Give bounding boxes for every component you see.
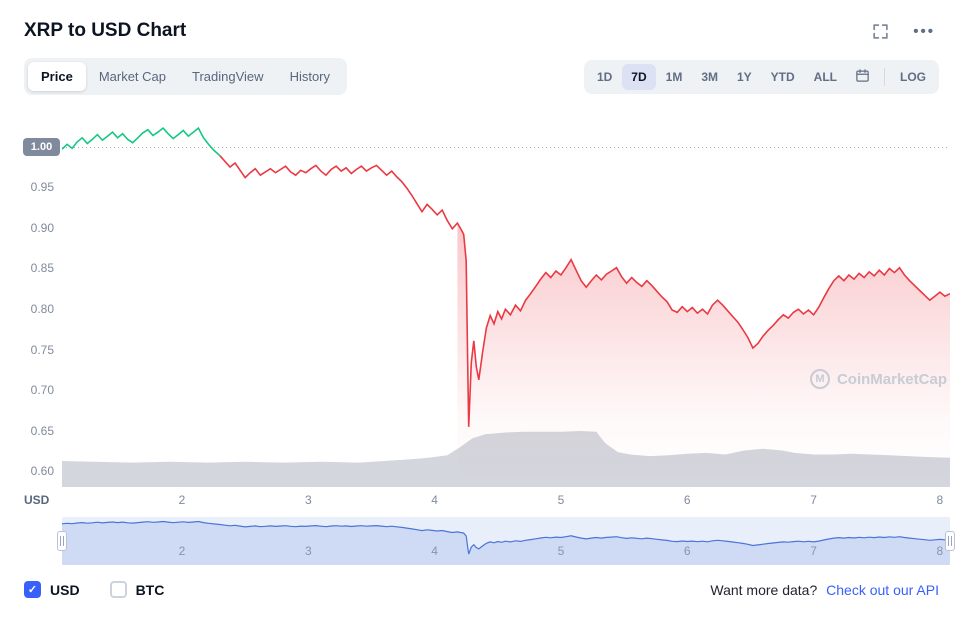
navigator-handle-right[interactable] bbox=[945, 531, 955, 551]
watermark: M CoinMarketCap bbox=[809, 369, 947, 389]
price-line-down bbox=[219, 155, 950, 427]
range-1y[interactable]: 1Y bbox=[736, 69, 752, 84]
more-menu-icon[interactable]: ••• bbox=[913, 22, 935, 40]
calendar-icon[interactable] bbox=[847, 64, 878, 90]
tab-market-cap[interactable]: Market Cap bbox=[98, 69, 167, 84]
navigator-x-label: 4 bbox=[431, 544, 438, 558]
tab-tradingview[interactable]: TradingView bbox=[192, 69, 264, 84]
y-axis-label: 0.80 bbox=[30, 301, 54, 316]
y-axis-label: 0.75 bbox=[30, 342, 54, 357]
tab-price[interactable]: Price bbox=[28, 62, 86, 91]
navigator-x-label: 2 bbox=[178, 544, 186, 558]
api-prompt-text: Want more data? bbox=[710, 581, 818, 598]
range-selector: 1D 7D 1M 3M 1Y YTD ALL LOG bbox=[583, 59, 939, 94]
navigator[interactable]: 2 3 4 5 6 7 8 bbox=[57, 517, 955, 565]
api-link[interactable]: Check out our API bbox=[826, 581, 939, 598]
price-chart-area: USD M CoinMarketCap 1.00 0.95 0.90 0.85 0.80… bbox=[0, 111, 963, 511]
y-axis-label: 0.60 bbox=[30, 464, 54, 479]
header: XRP to USD Chart ••• bbox=[0, 0, 963, 42]
navigator-x-label: 8 bbox=[936, 544, 944, 558]
chart-type-tabs: Price Market Cap TradingView History bbox=[24, 58, 348, 95]
range-7d[interactable]: 7D bbox=[622, 63, 656, 90]
x-axis-label: 8 bbox=[936, 493, 944, 507]
range-all[interactable]: ALL bbox=[813, 69, 837, 84]
tab-history[interactable]: History bbox=[289, 69, 331, 84]
log-scale-button[interactable]: LOG bbox=[900, 69, 926, 84]
x-axis-label: 2 bbox=[178, 493, 186, 507]
navigator-handle-left[interactable] bbox=[57, 531, 67, 551]
page-title: XRP to USD Chart bbox=[24, 20, 187, 41]
controls-row: Price Market Cap TradingView History 1D … bbox=[24, 58, 939, 95]
usd-checkbox[interactable]: ✓ bbox=[24, 581, 41, 598]
y-axis-label: 0.95 bbox=[30, 180, 54, 195]
y-axis-badge: 1.00 bbox=[23, 137, 60, 156]
y-axis-currency-label: USD bbox=[24, 493, 50, 507]
btc-checkbox[interactable] bbox=[109, 581, 127, 598]
btc-toggle[interactable]: BTC bbox=[109, 581, 165, 598]
navigator-x-label: 6 bbox=[683, 544, 691, 558]
x-axis-label: 6 bbox=[683, 493, 691, 507]
watermark-text: CoinMarketCap bbox=[836, 370, 947, 388]
x-axis-label: 5 bbox=[557, 493, 565, 507]
navigator-x-label: 7 bbox=[810, 544, 817, 558]
x-axis-label: 3 bbox=[304, 493, 312, 507]
y-axis-label: 0.85 bbox=[30, 261, 54, 276]
btc-checkbox-label: BTC bbox=[135, 581, 165, 598]
navigator-chart[interactable] bbox=[62, 517, 950, 565]
footer-row: ✓ USD BTC Want more data? Check out our … bbox=[0, 565, 963, 598]
price-area-fill bbox=[457, 223, 950, 487]
navigator-x-label: 3 bbox=[304, 544, 312, 558]
y-axis-label: 0.90 bbox=[30, 220, 54, 235]
x-axis-label: 4 bbox=[431, 493, 438, 507]
range-3m[interactable]: 3M bbox=[701, 69, 718, 84]
range-1m[interactable]: 1M bbox=[665, 69, 683, 84]
price-line-up bbox=[62, 126, 221, 157]
navigator-x-label: 5 bbox=[557, 544, 565, 558]
x-axis-label: 7 bbox=[810, 493, 817, 507]
y-axis-label: 0.65 bbox=[30, 423, 54, 438]
divider bbox=[884, 67, 885, 86]
price-chart[interactable] bbox=[62, 111, 950, 487]
coinmarketcap-logo-icon: M bbox=[809, 369, 830, 389]
range-1d[interactable]: 1D bbox=[596, 69, 613, 84]
range-ytd[interactable]: YTD bbox=[770, 69, 795, 84]
fullscreen-icon[interactable] bbox=[872, 23, 889, 40]
y-axis-label: 0.70 bbox=[30, 383, 54, 398]
usd-checkbox-label: USD bbox=[50, 581, 80, 598]
usd-toggle[interactable]: ✓ USD bbox=[24, 581, 80, 598]
